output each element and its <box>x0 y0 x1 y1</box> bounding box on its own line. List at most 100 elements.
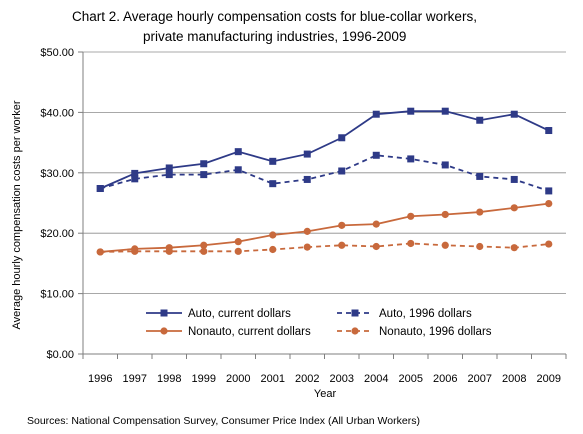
data-point <box>407 239 415 248</box>
data-point <box>269 157 277 165</box>
data-point <box>338 134 346 142</box>
series-line-auto-1996-dollars <box>100 154 550 192</box>
data-point <box>476 116 484 124</box>
data-point <box>476 208 484 216</box>
data-point <box>200 241 208 249</box>
x-tick-label: 2004 <box>364 373 388 385</box>
y-tick-label: $40.00 <box>40 107 74 119</box>
series-line-nonauto-current-dollars <box>100 202 549 253</box>
x-tick-label: 1996 <box>88 373 112 385</box>
data-point <box>96 248 104 256</box>
legend-entry-nonauto-current-dollars: Nonauto, current dollars <box>146 326 311 338</box>
series-nonauto-1996-dollars <box>96 239 553 256</box>
data-point <box>372 220 380 228</box>
series-nonauto-current-dollars <box>96 200 553 256</box>
data-point <box>441 107 449 115</box>
data-point <box>441 210 449 219</box>
data-point <box>545 200 553 208</box>
y-tick-label: $10.00 <box>40 289 74 301</box>
data-point <box>269 245 277 254</box>
data-point <box>131 169 139 177</box>
series-auto-current-dollars <box>96 107 553 193</box>
x-tick-label: 1998 <box>157 373 181 385</box>
legend-swatch-marker <box>351 327 359 335</box>
data-point <box>234 247 242 255</box>
data-point <box>372 110 380 118</box>
data-point <box>407 155 415 163</box>
data-point <box>269 180 277 188</box>
data-point <box>165 164 173 172</box>
data-point <box>234 148 242 156</box>
data-point <box>545 187 553 195</box>
data-point <box>200 247 208 255</box>
legend-entry-auto-1996-dollars: Auto, 1996 dollars <box>337 308 472 320</box>
x-tick-label: 2000 <box>226 373 250 385</box>
x-axis-title: Year <box>314 388 337 400</box>
x-tick-label: 2003 <box>330 373 354 385</box>
series-auto-1996-dollars <box>96 151 553 195</box>
data-point <box>234 166 242 174</box>
data-point <box>441 241 449 249</box>
chart-title-line-1: Chart 2. Average hourly compensation cos… <box>72 9 477 24</box>
x-tick-label: 1999 <box>192 373 216 385</box>
data-point <box>545 240 553 248</box>
data-point <box>131 247 139 255</box>
series-line-auto-current-dollars <box>99 110 550 190</box>
source-note: Sources: National Compensation Survey, C… <box>27 415 420 427</box>
legend: Auto, current dollars Auto, 1996 dollars N… <box>146 308 492 338</box>
y-tick-label: $50.00 <box>40 47 74 59</box>
legend-swatch-marker <box>351 309 359 317</box>
data-point <box>303 227 311 235</box>
data-point <box>200 171 208 179</box>
data-point <box>303 150 311 158</box>
y-tick-label: $30.00 <box>40 168 74 180</box>
legend-entry-auto-current-dollars: Auto, current dollars <box>146 308 291 320</box>
data-point <box>407 107 415 115</box>
x-tick-label: 2009 <box>537 373 561 385</box>
y-tick-label: $0.00 <box>46 349 74 361</box>
legend-entry-nonauto-1996-dollars: Nonauto, 1996 dollars <box>337 326 492 338</box>
series-line-nonauto-1996-dollars <box>100 242 549 253</box>
x-tick-label: 2008 <box>502 373 526 385</box>
legend-swatch-marker <box>160 309 168 317</box>
x-tick-label: 2006 <box>433 373 457 385</box>
y-tick-label: $20.00 <box>40 228 74 240</box>
data-point <box>165 171 173 179</box>
grid-lines <box>83 51 566 295</box>
x-tick-label: 2007 <box>468 373 492 385</box>
legend-swatch-marker <box>160 327 168 335</box>
data-point <box>165 247 173 255</box>
data-point <box>510 175 518 183</box>
data-point <box>476 242 484 251</box>
data-point <box>131 175 139 183</box>
data-point <box>441 161 449 169</box>
data-point <box>269 231 277 239</box>
data-point <box>510 244 518 252</box>
x-tick-label: 2005 <box>399 373 423 385</box>
data-point <box>338 241 346 249</box>
data-point <box>303 175 311 183</box>
x-tick-label: 2002 <box>295 373 319 385</box>
x-tick-label: 2001 <box>261 373 285 385</box>
data-point <box>510 204 518 212</box>
data-point <box>303 243 311 251</box>
y-axis-ticks: $0.00 $10.00 $20.00 $30.00 $40.00 $50.00 <box>40 47 83 361</box>
y-axis-title: Average hourly compensation costs per wo… <box>11 100 23 329</box>
data-point <box>372 151 380 159</box>
series-layer <box>96 107 553 256</box>
data-point <box>96 185 104 193</box>
x-axis: 1996 1997 1998 1999 2000 2001 2002 2003 2004 2005… <box>82 52 567 385</box>
chart-title-line-2: private manufacturing industries, 1996-2… <box>143 29 406 44</box>
legend-label: Auto, current dollars <box>188 308 291 320</box>
data-point <box>200 160 208 168</box>
data-point <box>510 110 518 118</box>
data-point <box>545 127 553 135</box>
data-point <box>338 221 346 229</box>
data-point <box>338 167 346 175</box>
data-point <box>407 212 415 220</box>
legend-label: Nonauto, 1996 dollars <box>379 326 492 338</box>
legend-label: Nonauto, current dollars <box>188 326 311 338</box>
data-point <box>372 242 380 251</box>
x-tick-label: 1997 <box>123 373 147 385</box>
data-point <box>476 172 484 180</box>
